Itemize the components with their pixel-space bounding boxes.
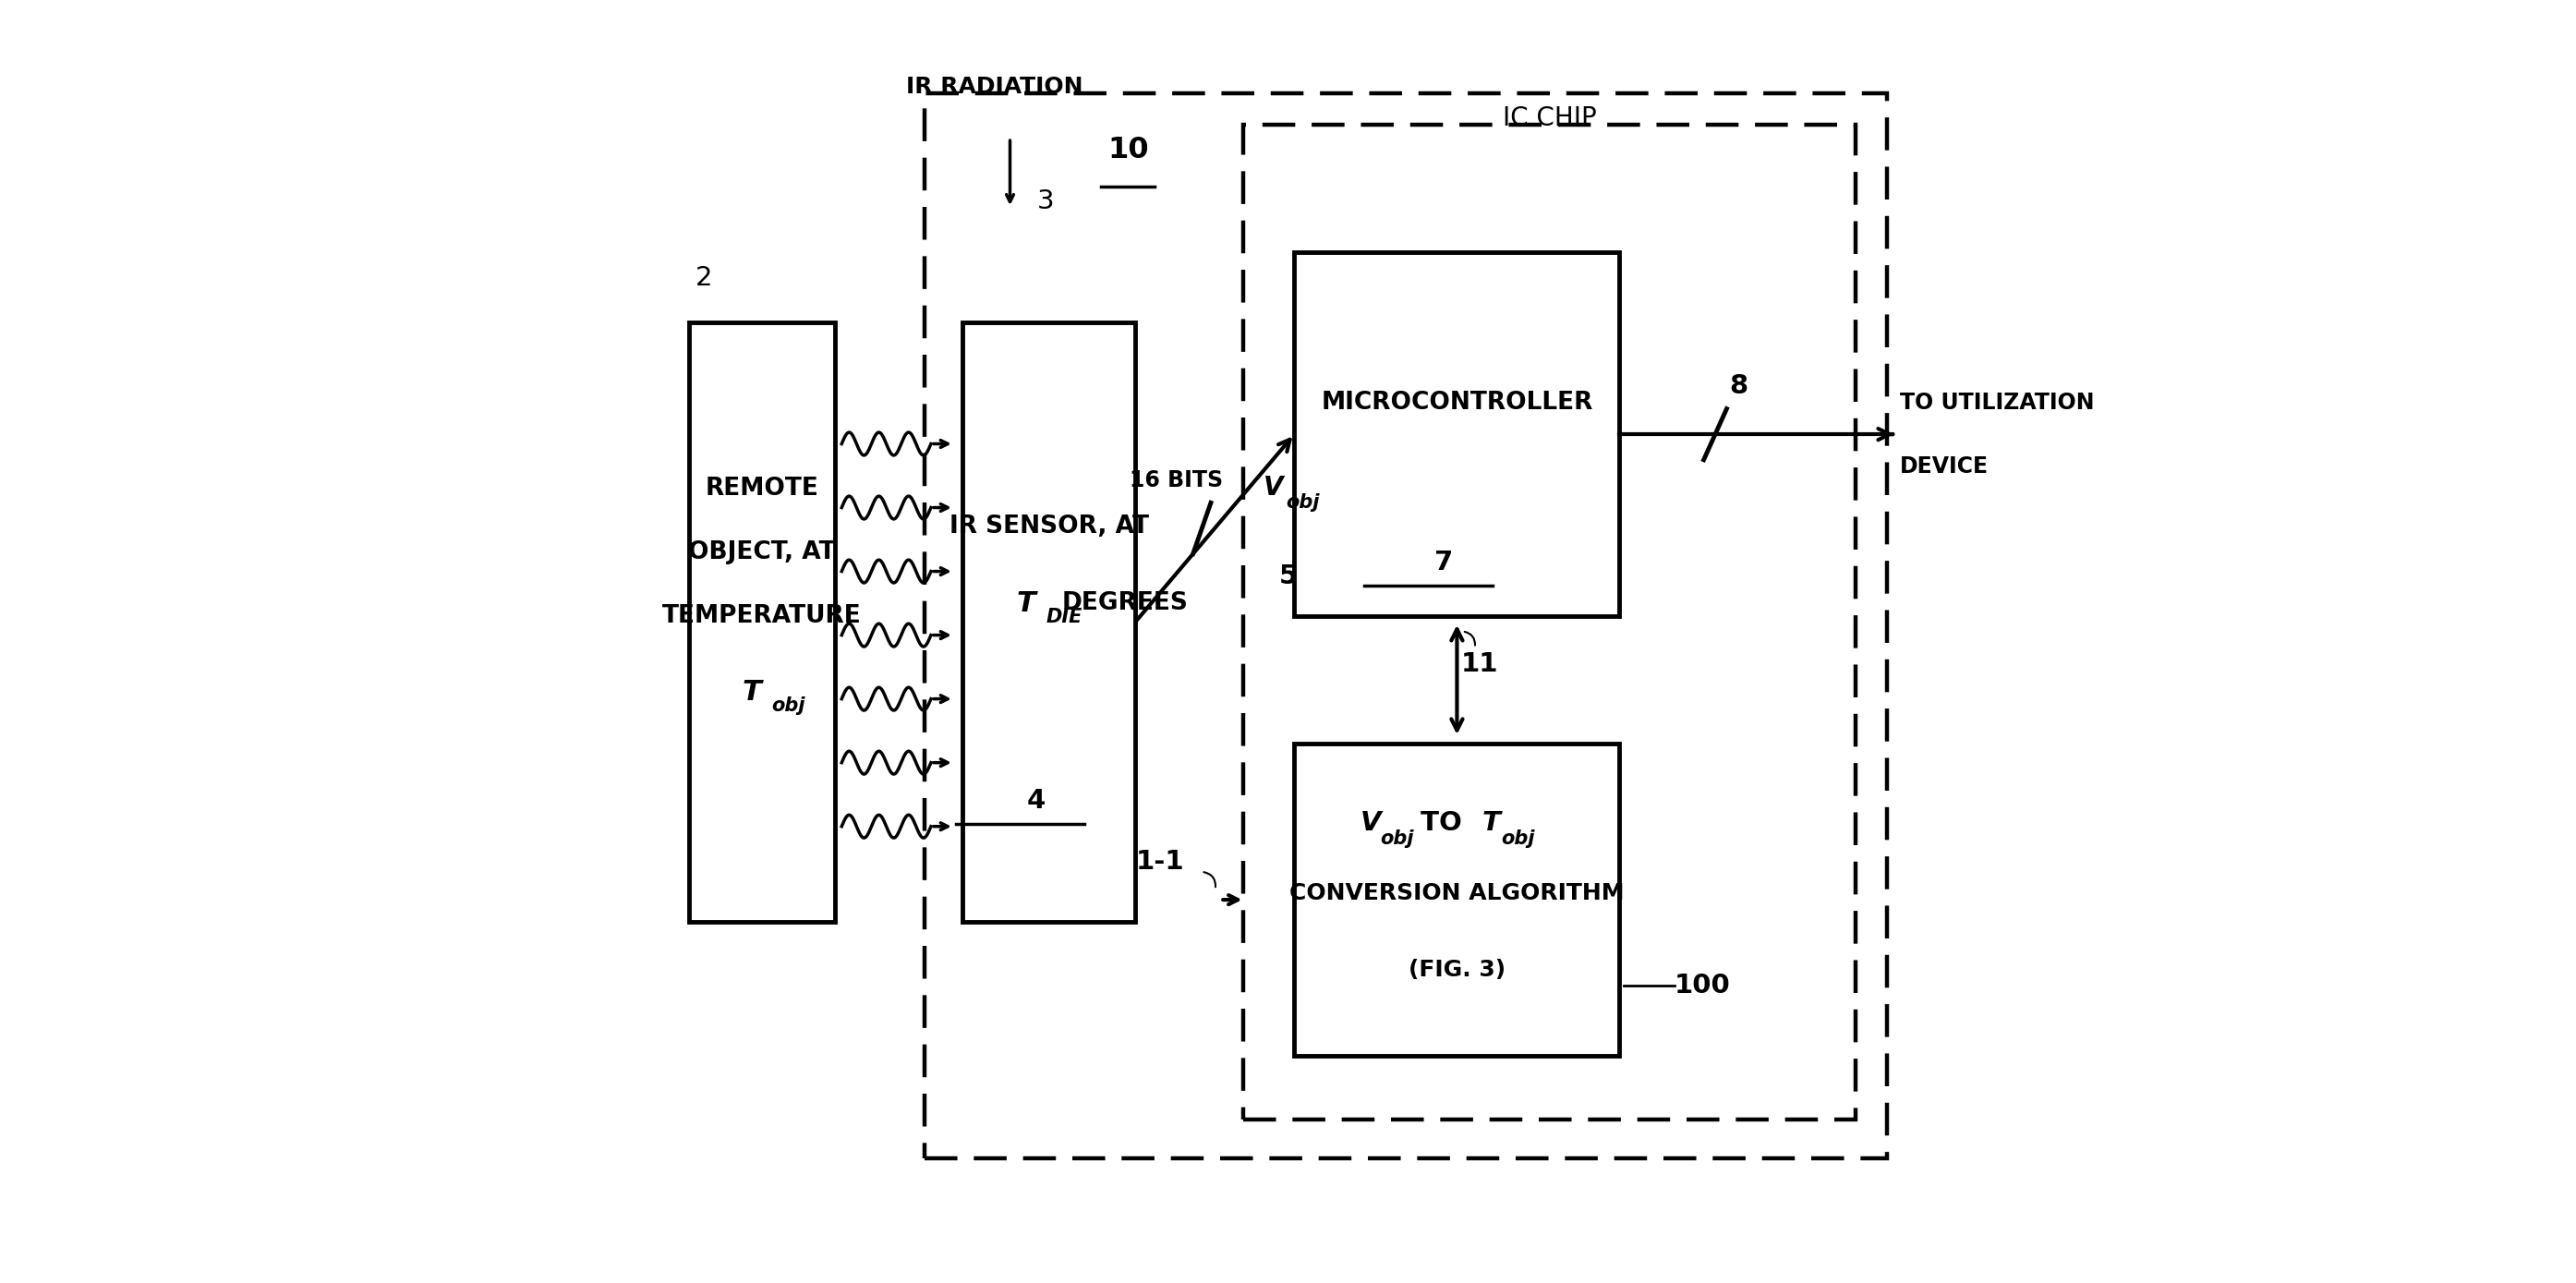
- Text: DIE: DIE: [1046, 608, 1082, 626]
- Text: V: V: [1262, 475, 1283, 500]
- Bar: [963, 322, 1136, 922]
- Bar: [688, 322, 835, 922]
- Text: OBJECT, AT: OBJECT, AT: [688, 540, 835, 565]
- Text: T: T: [1018, 590, 1036, 617]
- Text: (FIG. 3): (FIG. 3): [1409, 958, 1504, 981]
- Text: T: T: [742, 679, 762, 706]
- Text: obj: obj: [773, 697, 806, 715]
- Text: CONVERSION ALGORITHM: CONVERSION ALGORITHM: [1291, 883, 1625, 905]
- Text: 2: 2: [696, 266, 711, 291]
- Bar: [925, 94, 1888, 1159]
- Text: obj: obj: [1381, 829, 1414, 848]
- Text: 4: 4: [1028, 788, 1046, 813]
- Text: IR SENSOR, AT: IR SENSOR, AT: [948, 514, 1149, 539]
- Text: 1-1: 1-1: [1136, 848, 1185, 875]
- Text: MICROCONTROLLER: MICROCONTROLLER: [1321, 390, 1592, 414]
- Text: obj: obj: [1502, 829, 1535, 848]
- Text: TO: TO: [1412, 811, 1471, 837]
- Text: TEMPERATURE: TEMPERATURE: [662, 604, 860, 627]
- Text: V: V: [1360, 811, 1381, 837]
- Text: 3: 3: [1036, 189, 1054, 214]
- Text: 100: 100: [1674, 973, 1731, 998]
- Text: 11: 11: [1461, 652, 1499, 677]
- Text: REMOTE: REMOTE: [706, 476, 819, 500]
- Text: 16 BITS: 16 BITS: [1131, 468, 1224, 491]
- Text: 10: 10: [1108, 136, 1149, 164]
- Text: IR RADIATION: IR RADIATION: [907, 76, 1082, 98]
- Text: TO UTILIZATION: TO UTILIZATION: [1901, 391, 2094, 413]
- Text: 7: 7: [1435, 549, 1453, 575]
- Text: obj: obj: [1285, 494, 1319, 512]
- Bar: [1293, 744, 1620, 1056]
- Text: 8: 8: [1728, 373, 1747, 399]
- Bar: [1244, 124, 1855, 1120]
- Text: DEGREES: DEGREES: [1061, 591, 1188, 616]
- Text: 5: 5: [1280, 563, 1298, 590]
- Text: IC CHIP: IC CHIP: [1502, 105, 1597, 132]
- Text: DEVICE: DEVICE: [1901, 455, 1989, 477]
- Text: T: T: [1481, 811, 1502, 837]
- Bar: [1293, 253, 1620, 616]
